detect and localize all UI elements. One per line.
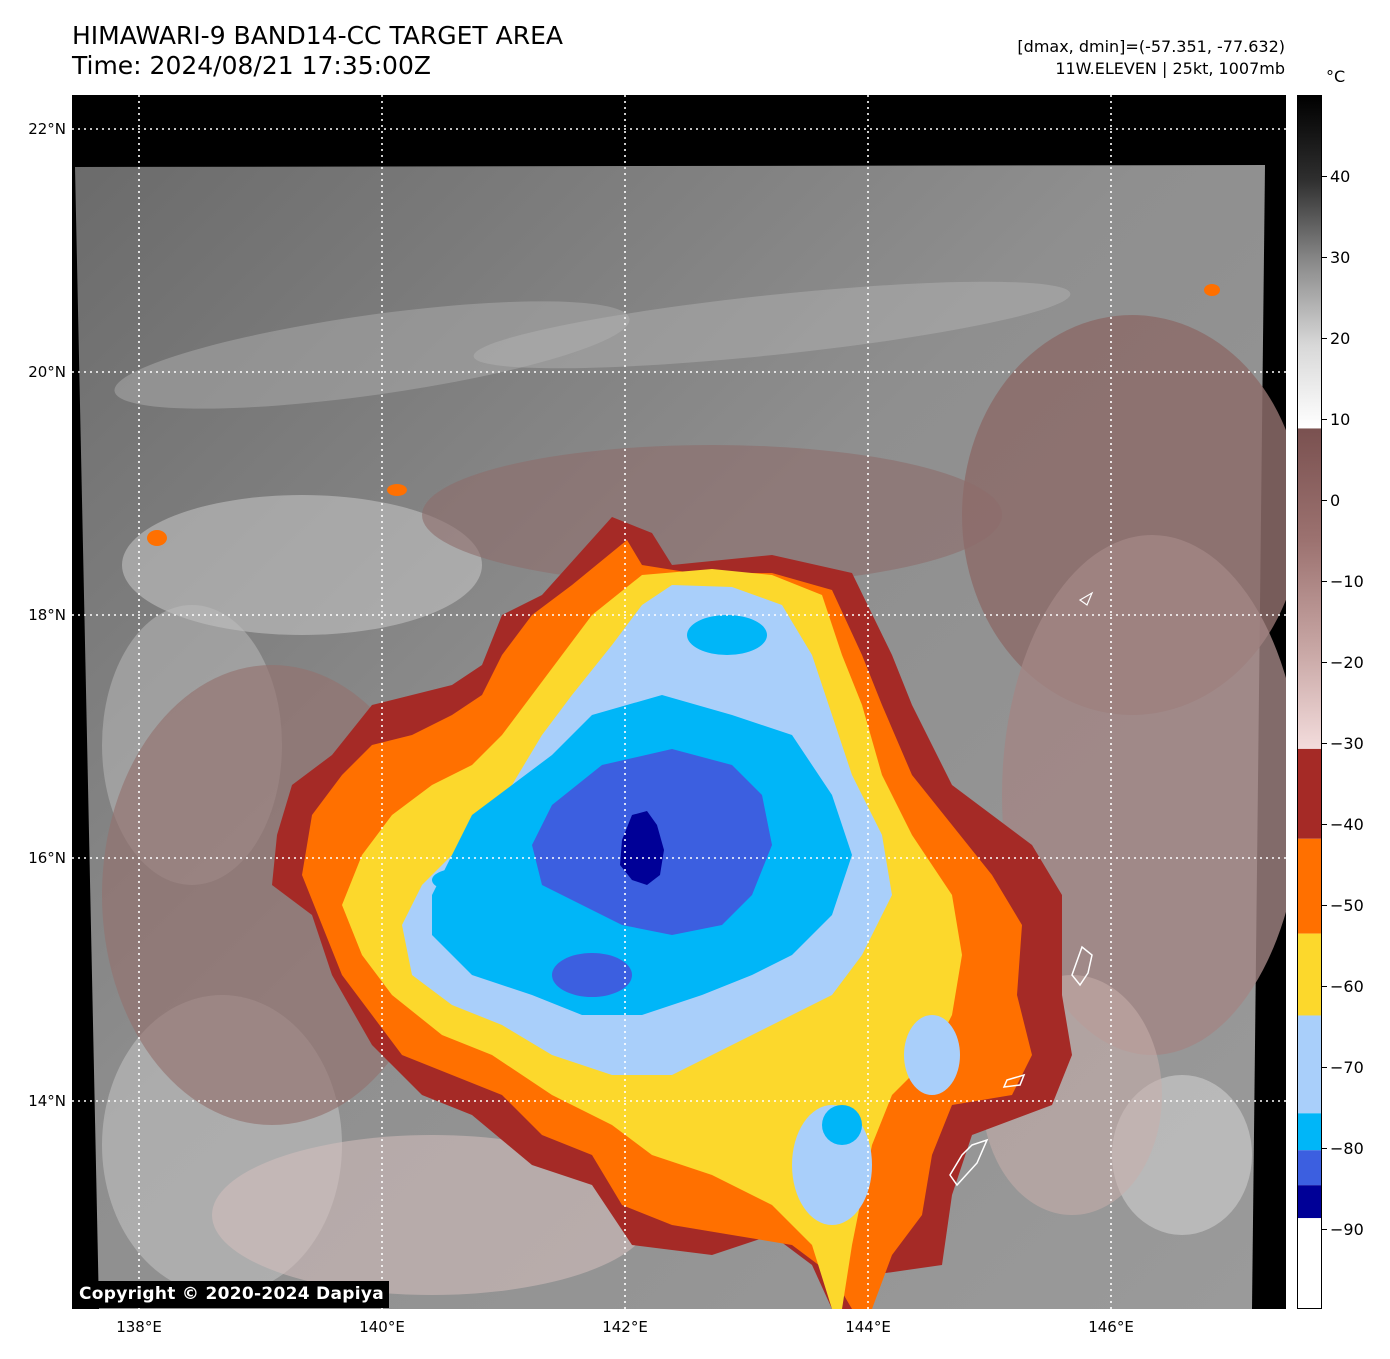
storm-info: 11W.ELEVEN | 25kt, 1007mb — [1055, 59, 1285, 78]
lat-label-18: 18°N — [28, 606, 66, 624]
lat-label-20: 20°N — [28, 363, 66, 381]
colorbar-label-minus60: −60 — [1330, 977, 1364, 996]
colorbar-label-0: 0 — [1330, 491, 1341, 510]
graticule — [72, 95, 1286, 1309]
copyright-notice: Copyright © 2020-2024 Dapiya — [74, 1281, 389, 1308]
storm-core-navy — [620, 811, 664, 885]
lon-label-146: 146°E — [1088, 1318, 1134, 1336]
lon-label-140: 140°E — [359, 1318, 405, 1336]
satellite-imagery — [72, 95, 1286, 1309]
colorbar-label-minus40: −40 — [1330, 815, 1364, 834]
colorbar-unit: °C — [1326, 67, 1346, 86]
colorbar-label-20: 20 — [1330, 329, 1351, 348]
colorbar-label-10: 10 — [1330, 410, 1351, 429]
chart-time: Time: 2024/08/21 17:35:00Z — [72, 51, 431, 80]
colorbar-label-30: 30 — [1330, 248, 1351, 267]
lon-label-142: 142°E — [602, 1318, 648, 1336]
colorbar-label-minus80: −80 — [1330, 1139, 1364, 1158]
colorbar-label-minus20: −20 — [1330, 653, 1364, 672]
lon-label-138: 138°E — [116, 1318, 162, 1336]
colorbar-label-minus30: −30 — [1330, 734, 1364, 753]
colorbar-label-minus50: −50 — [1330, 896, 1364, 915]
lon-label-144: 144°E — [845, 1318, 891, 1336]
temperature-range: [dmax, dmin]=(-57.351, -77.632) — [1017, 37, 1285, 56]
lat-label-22: 22°N — [28, 120, 66, 138]
colorbar-label-minus90: −90 — [1330, 1220, 1364, 1239]
lat-label-14: 14°N — [28, 1092, 66, 1110]
coastline — [1071, 945, 1093, 987]
satellite-map — [72, 95, 1286, 1309]
temperature-colorbar — [1297, 95, 1322, 1309]
colorbar-label-minus10: −10 — [1330, 572, 1364, 591]
lat-label-16: 16°N — [28, 849, 66, 867]
colorbar-label-minus70: −70 — [1330, 1058, 1364, 1077]
colorbar-label-40: 40 — [1330, 167, 1351, 186]
chart-title: HIMAWARI-9 BAND14-CC TARGET AREA — [72, 21, 564, 50]
